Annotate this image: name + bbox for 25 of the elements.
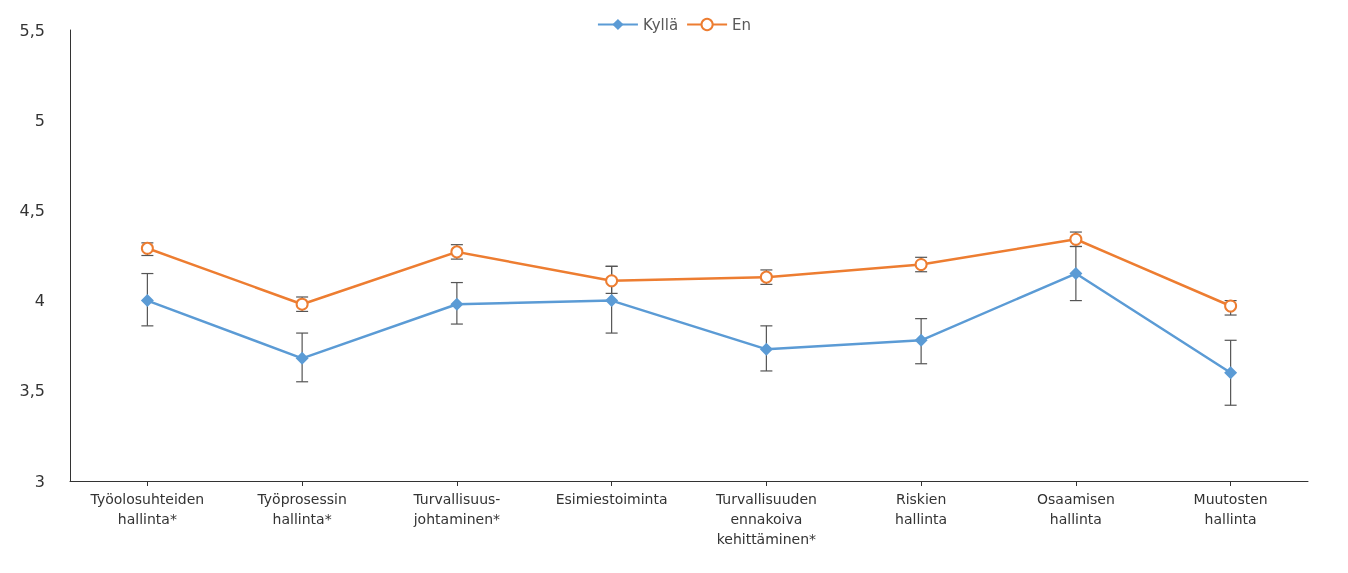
point: [914, 333, 928, 347]
legend-label: Kyllä: [642, 15, 679, 34]
point: [759, 342, 773, 356]
x-tick-label: Riskien hallinta: [895, 491, 948, 527]
point: [605, 274, 619, 288]
point: [140, 294, 154, 308]
y-tick-label: 4: [34, 291, 45, 311]
y-tick-label: 3,5: [19, 381, 45, 401]
y-tick-label: 5: [34, 110, 45, 130]
point: [1224, 366, 1238, 380]
point: [450, 297, 464, 311]
x-tick-label: Muutosten hallinta: [1193, 491, 1268, 527]
y-tick-label: 3: [34, 471, 45, 491]
x-tick-label: Työprosessin hallinta*: [256, 491, 347, 527]
x-tick-label: Turvallisuus- johtaminen*: [412, 491, 501, 527]
point: [605, 294, 619, 308]
point: [295, 351, 309, 365]
x-tick-label: Turvallisuuden ennakoiva kehittäminen*: [714, 491, 817, 547]
legend-label: En: [732, 15, 752, 34]
x-tick-label: Esimiestoiminta: [555, 491, 668, 507]
x-tick-label: Työolosuhteiden hallinta*: [89, 491, 205, 527]
y-tick-label: 5,5: [19, 20, 45, 40]
point: [1069, 267, 1083, 281]
y-tick-label: 4,5: [19, 200, 45, 220]
x-tick-label: Osaamisen hallinta: [1036, 491, 1115, 527]
